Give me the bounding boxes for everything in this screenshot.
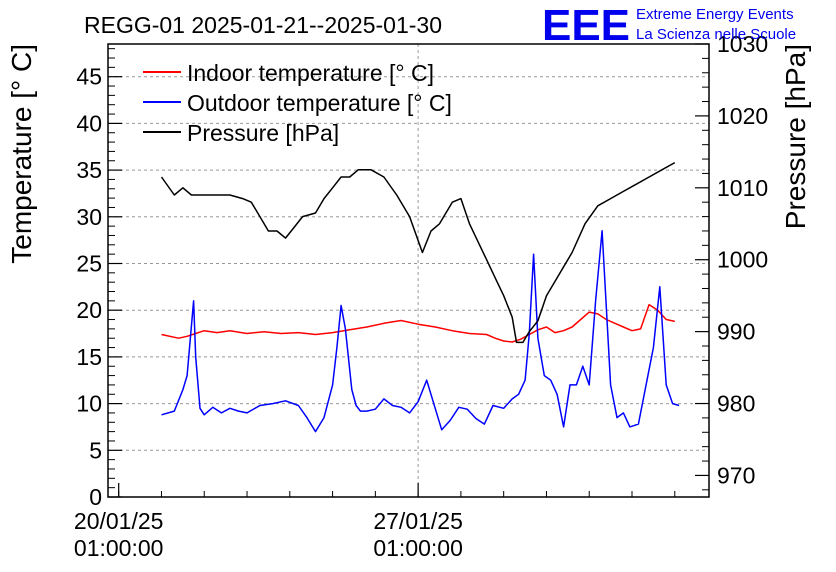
left-tick-label: 30	[76, 204, 102, 230]
x-tick-label-time: 01:00:00	[373, 535, 463, 561]
right-tick-label: 970	[717, 462, 755, 488]
logo-line-2: La Scienza nelle Scuole	[636, 26, 796, 43]
legend: Indoor temperature [° C] Outdoor tempera…	[143, 60, 452, 146]
left-tick-label: 15	[76, 344, 102, 370]
eee-logo: EEE Extreme Energy Events La Scienza nel…	[542, 1, 796, 50]
legend-indoor-label: Indoor temperature [° C]	[187, 60, 434, 86]
right-tick-label: 980	[717, 391, 755, 417]
x-tick-label-date: 20/01/25	[74, 508, 164, 534]
plot-frame	[107, 43, 710, 498]
right-tick-label: 1010	[717, 175, 768, 201]
left-tick-label: 25	[76, 250, 102, 276]
left-tick-label: 40	[76, 110, 102, 136]
legend-pressure-label: Pressure [hPa]	[187, 120, 339, 146]
y-axis-left-label: Temperature [° C]	[6, 44, 37, 264]
left-tick-label: 10	[76, 391, 102, 417]
outdoor-temperature-line	[161, 230, 680, 433]
pressure-line	[160, 161, 676, 344]
left-tick-label: 35	[76, 157, 102, 183]
x-tick-label-time: 01:00:00	[74, 535, 164, 561]
left-axis: 0 5 10 15 20 25 30 35 40 45	[76, 48, 122, 510]
chart-title: REGG-01 2025-01-21--2025-01-30	[84, 12, 442, 38]
legend-outdoor-label: Outdoor temperature [° C]	[187, 90, 452, 116]
right-tick-label: 1000	[717, 247, 768, 273]
logo-mark: EEE	[542, 1, 630, 50]
left-tick-label: 5	[89, 437, 102, 463]
left-tick-label: 45	[76, 64, 102, 90]
right-tick-label: 1030	[717, 31, 768, 57]
data-series	[160, 161, 680, 433]
left-tick-label: 20	[76, 297, 102, 323]
logo-line-1: Extreme Energy Events	[636, 6, 794, 23]
right-tick-label: 990	[717, 319, 755, 345]
left-tick-label: 0	[89, 484, 102, 510]
right-axis: 970 980 990 1000 1010 1020 1030	[695, 31, 768, 491]
right-tick-label: 1020	[717, 103, 768, 129]
indoor-temperature-line	[161, 303, 675, 343]
y-axis-right-label: Pressure [hPa]	[780, 44, 811, 229]
x-tick-label-date: 27/01/25	[373, 508, 463, 534]
grid-lines	[108, 44, 709, 497]
